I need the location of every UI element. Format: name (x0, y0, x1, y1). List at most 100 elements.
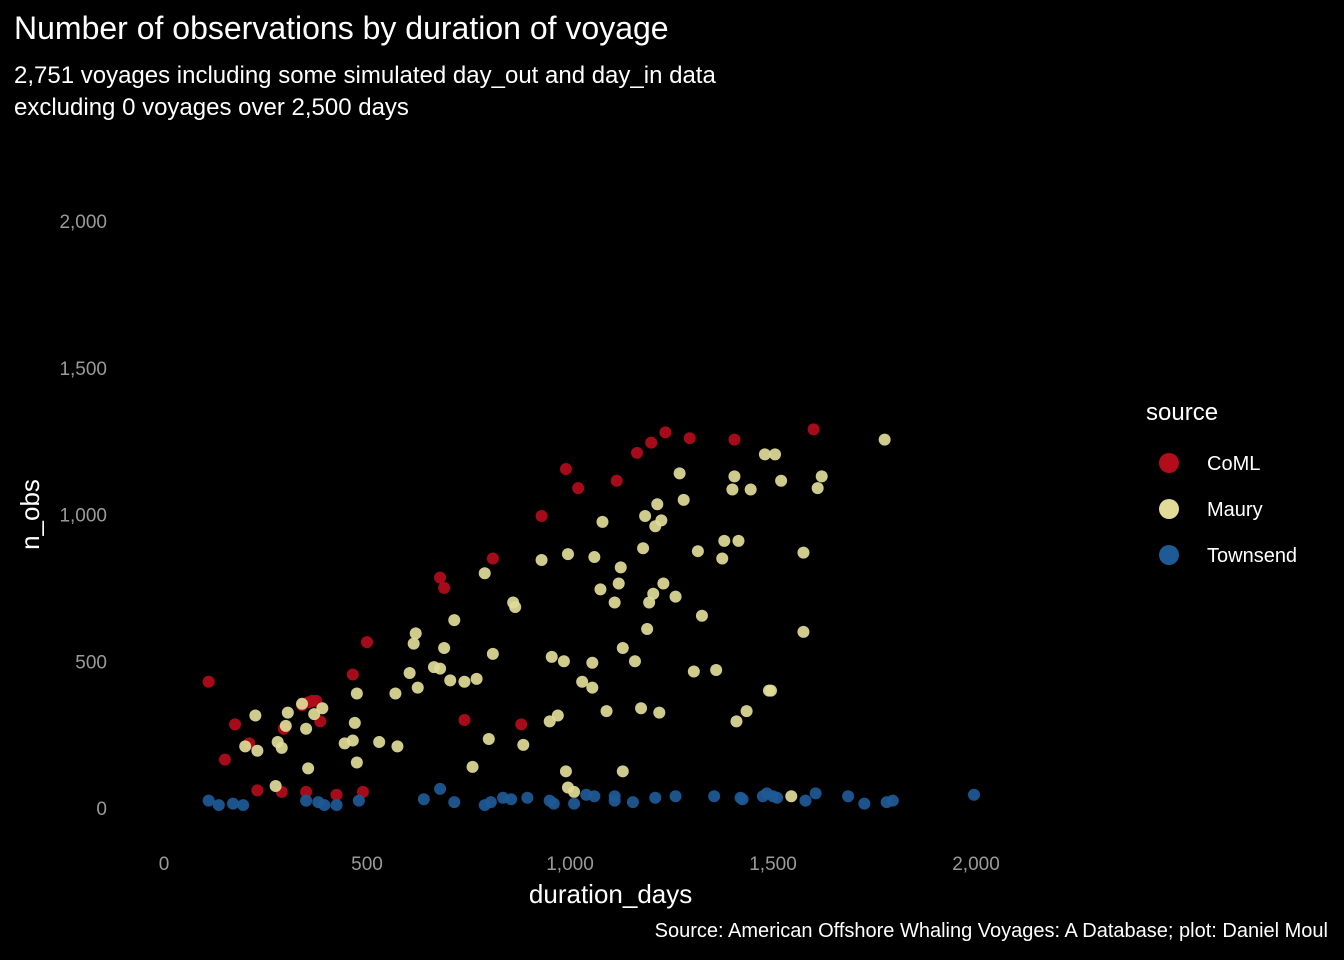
chart-subtitle: 2,751 voyages including some simulated d… (14, 60, 716, 124)
data-point (300, 794, 313, 807)
data-point (517, 738, 530, 751)
x-axis-ticks: 0 500 1,000 1,500 2,000 (159, 854, 1000, 875)
data-point (647, 587, 660, 600)
data-point (448, 796, 461, 809)
data-point (771, 791, 784, 804)
data-point (545, 650, 558, 663)
data-point (811, 482, 824, 495)
data-point (586, 681, 599, 694)
data-point (515, 718, 528, 731)
y-tick-label: 0 (96, 799, 107, 820)
data-point (229, 718, 242, 731)
data-point (346, 668, 359, 681)
data-point (269, 779, 282, 792)
data-point (434, 571, 447, 584)
data-point (572, 482, 585, 495)
data-point (758, 448, 771, 461)
data-point (505, 793, 518, 806)
data-point (551, 709, 564, 722)
data-point (769, 448, 782, 461)
data-point (614, 561, 627, 574)
data-point (691, 545, 704, 558)
data-point (687, 665, 700, 678)
data-point (438, 642, 451, 655)
data-point (740, 705, 753, 718)
data-point (350, 756, 363, 769)
data-point (716, 552, 729, 565)
x-axis-title: duration_days (529, 879, 692, 909)
data-point (653, 706, 666, 719)
data-point (547, 797, 560, 810)
data-point (373, 735, 386, 748)
data-point (559, 463, 572, 476)
data-point (736, 793, 749, 806)
legend: source CoML Maury Townsend (1146, 399, 1297, 567)
data-point (586, 656, 599, 669)
data-point (444, 674, 457, 687)
data-point (815, 470, 828, 483)
data-point (744, 483, 757, 496)
data-point (279, 719, 292, 732)
data-point (764, 684, 777, 697)
data-point (509, 600, 522, 613)
y-axis-ticks: 0 500 1,000 1,500 2,000 (59, 212, 107, 820)
data-point (448, 614, 461, 627)
data-point (726, 483, 739, 496)
legend-key-coml (1159, 453, 1179, 473)
data-point (249, 709, 262, 722)
data-point (521, 791, 534, 804)
data-point (695, 609, 708, 622)
data-point (655, 514, 668, 527)
data-point (809, 787, 822, 800)
data-point (708, 790, 721, 803)
data-point (348, 716, 361, 729)
x-tick-label: 500 (351, 854, 383, 875)
data-point (626, 796, 639, 809)
data-point (470, 672, 483, 685)
data-point (389, 687, 402, 700)
legend-label-coml: CoML (1207, 453, 1260, 475)
data-point (785, 790, 798, 803)
data-point (296, 697, 309, 710)
series-townsend (202, 782, 980, 812)
data-point (330, 799, 343, 812)
data-point (628, 655, 641, 668)
data-point (251, 744, 264, 757)
data-point (608, 596, 621, 609)
series-maury (239, 433, 891, 803)
data-point (669, 790, 682, 803)
data-point (478, 567, 491, 580)
data-point (878, 433, 891, 446)
x-tick-label: 1,000 (546, 854, 594, 875)
data-point (651, 498, 664, 511)
data-point (466, 760, 479, 773)
data-point (588, 790, 601, 803)
data-point (659, 426, 672, 439)
data-point (730, 715, 743, 728)
data-point (641, 622, 654, 635)
data-point (673, 467, 686, 480)
y-tick-label: 2,000 (59, 212, 107, 233)
data-point (588, 551, 601, 564)
chart-title: Number of observations by duration of vo… (14, 10, 669, 46)
data-point (227, 797, 240, 810)
data-point (683, 432, 696, 445)
data-point (600, 705, 613, 718)
data-point (594, 583, 607, 596)
data-point (677, 493, 690, 506)
data-point (732, 534, 745, 547)
data-point (202, 675, 215, 688)
data-points (202, 423, 980, 812)
data-point (535, 553, 548, 566)
y-axis-title: n_obs (15, 479, 45, 550)
data-point (434, 662, 447, 675)
data-point (438, 581, 451, 594)
data-point (568, 785, 581, 798)
data-point (797, 546, 810, 559)
data-point (411, 681, 424, 694)
legend-label-maury: Maury (1207, 499, 1263, 521)
data-point (535, 509, 548, 522)
x-tick-label: 0 (159, 854, 170, 875)
data-point (635, 702, 648, 715)
data-point (657, 577, 670, 590)
